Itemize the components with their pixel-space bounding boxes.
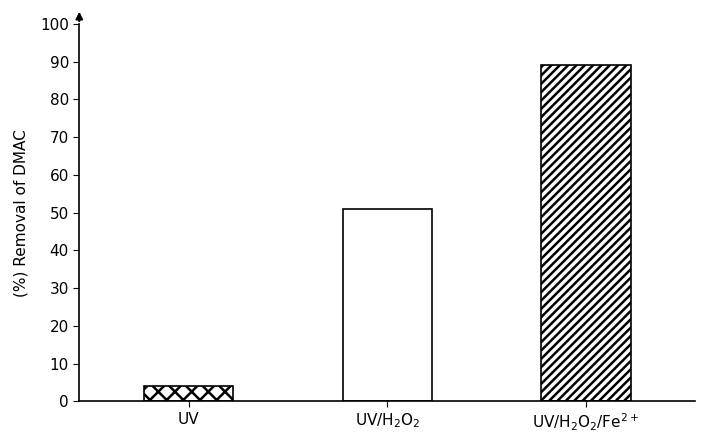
- Bar: [144, 386, 233, 401]
- Y-axis label: (%) Removal of DMAC: (%) Removal of DMAC: [14, 129, 29, 296]
- Bar: [342, 209, 432, 401]
- Bar: [541, 65, 630, 401]
